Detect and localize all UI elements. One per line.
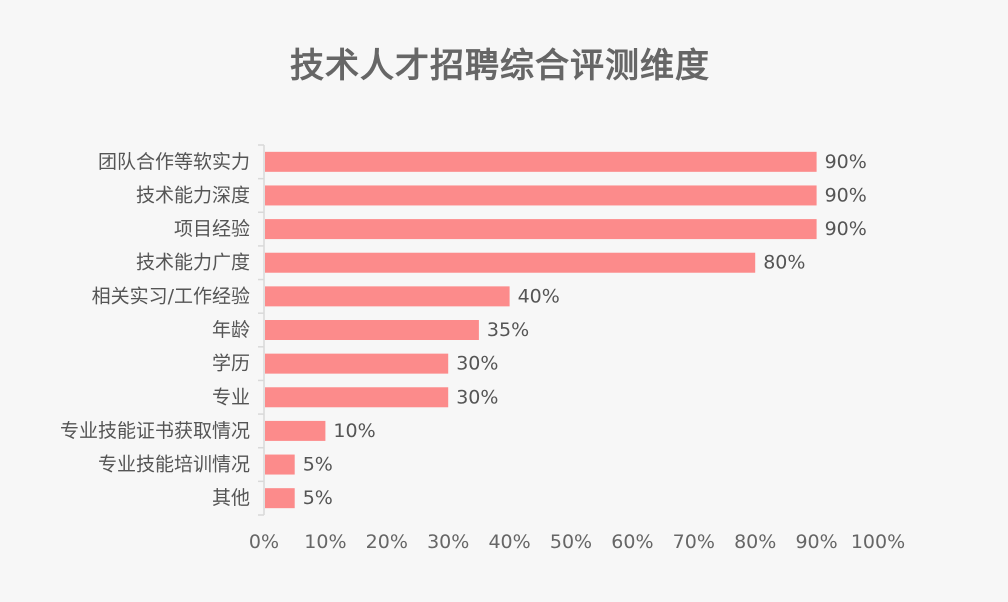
- x-tick-label: 70%: [673, 531, 715, 553]
- bar: [265, 353, 449, 374]
- bar: [265, 185, 817, 206]
- x-tick-label: 0%: [249, 531, 279, 553]
- bar: [265, 488, 295, 509]
- category-label: 专业技能培训情况: [98, 454, 250, 476]
- x-tick-label: 30%: [427, 531, 469, 553]
- x-tick-label: 100%: [851, 531, 905, 553]
- x-tick-label: 20%: [366, 531, 408, 553]
- x-tick-label: 90%: [795, 531, 837, 553]
- category-label: 技术能力广度: [136, 252, 250, 274]
- data-label: 35%: [487, 319, 529, 341]
- data-label: 90%: [825, 218, 867, 240]
- category-label: 技术能力深度: [136, 184, 250, 206]
- x-tick-label: 40%: [488, 531, 530, 553]
- data-label: 30%: [456, 386, 498, 408]
- category-label: 相关实习/工作经验: [92, 285, 250, 307]
- data-label: 40%: [518, 285, 560, 307]
- bar: [265, 454, 295, 475]
- bar: [265, 219, 817, 240]
- x-tick-label: 80%: [734, 531, 776, 553]
- bar: [265, 387, 449, 408]
- data-label: 5%: [303, 454, 333, 476]
- data-label: 90%: [825, 151, 867, 173]
- data-label: 30%: [456, 353, 498, 375]
- category-label: 专业技能证书获取情况: [60, 420, 250, 442]
- bar: [265, 320, 479, 340]
- category-label: 团队合作等软实力: [98, 151, 250, 173]
- category-label: 年龄: [212, 319, 250, 341]
- bar: [265, 151, 817, 172]
- bar: [265, 286, 510, 307]
- x-tick-label: 10%: [304, 531, 346, 553]
- chart-title: 技术人才招聘综合评测维度: [290, 46, 710, 86]
- data-label: 5%: [303, 487, 333, 509]
- bar: [265, 252, 756, 273]
- category-label: 项目经验: [174, 218, 250, 240]
- x-tick-label: 60%: [611, 531, 653, 553]
- data-label: 10%: [333, 420, 375, 442]
- bar: [265, 420, 326, 441]
- category-label: 专业: [212, 386, 250, 408]
- data-label: 80%: [763, 252, 805, 274]
- category-label: 其他: [212, 487, 250, 509]
- category-label: 学历: [212, 353, 250, 375]
- x-tick-label: 50%: [550, 531, 592, 553]
- data-label: 90%: [825, 184, 867, 206]
